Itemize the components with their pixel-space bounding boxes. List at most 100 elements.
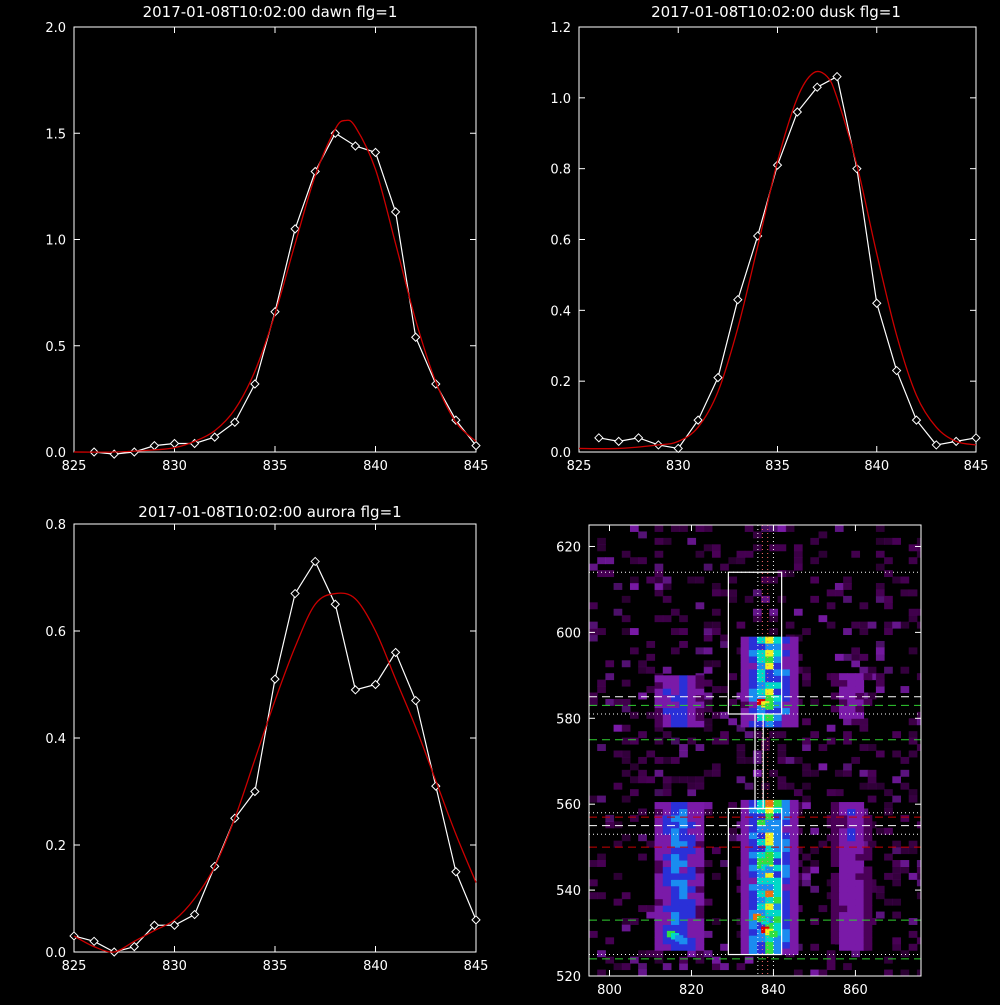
emission-pixel [654,688,664,696]
emission-pixel [757,825,766,833]
noise-pixel [613,872,623,880]
noise-pixel [916,879,921,887]
noise-pixel [654,737,664,745]
noise-pixel [720,737,729,745]
emission-pixel [781,857,791,865]
emission-pixel [781,713,791,721]
emission-pixel [773,825,783,833]
noise-pixel [646,776,656,784]
emission-pixel [830,821,840,829]
emission-pixel [740,819,750,827]
emission-pixel [654,707,664,715]
data-point-diamond [971,433,981,443]
noise-pixel [703,666,713,674]
noise-pixel [916,872,921,880]
emission-pixel [855,692,865,700]
emission-pixel [695,937,705,945]
noise-pixel [900,666,910,674]
aurora-spectrum-panel: 2017-01-08T10:02:00 aurora flg=1 825 830 8… [45,503,488,974]
emission-pixel [773,844,783,852]
emission-pixel [757,720,766,728]
noise-pixel [646,666,656,674]
emission-pixel [748,935,758,943]
noise-pixel [728,576,738,584]
emission-pixel [740,701,750,709]
emission-pixel [687,847,697,855]
noise-pixel [867,621,877,629]
noise-pixel [646,750,656,758]
spectrogram-image-panel: 800 820 840 860 520 540 560 580 600 620 [556,524,922,998]
noise-pixel [810,595,820,603]
data-point-diamond [891,365,902,376]
noise-pixel [728,827,738,835]
emission-pixel [670,898,680,906]
emission-pixel [773,694,783,702]
emission-pixel [757,844,766,852]
emission-pixel [687,924,697,932]
emission-pixel [679,707,688,715]
noise-pixel [802,795,811,803]
emission-pixel [748,844,758,852]
noise-pixel [654,956,664,964]
noise-pixel [892,847,902,855]
noise-pixel [703,525,713,532]
emission-pixel [855,840,865,848]
emission-pixel [679,872,688,880]
emission-pixel [757,681,766,689]
noise-pixel [793,544,803,552]
emission-pixel [847,924,856,932]
noise-pixel [629,763,639,771]
noise-pixel [736,756,746,764]
emission-pixel [757,877,766,885]
emission-pixel [781,877,791,885]
emission-pixel [773,864,783,872]
emission-pixel [695,720,705,728]
noise-pixel [875,525,885,532]
emission-pixel [679,905,688,913]
emission-pixel [855,711,865,719]
noise-pixel [638,531,647,539]
emission-pixel [670,872,680,880]
emission-pixel [781,819,791,827]
emission-pixel [789,915,799,923]
emission-pixel [830,879,840,887]
emission-pixel [679,885,688,893]
x-tick-label: 845 [464,959,489,974]
emission-pixel [830,808,840,816]
emission-pixel [679,814,688,822]
emission-pixel [695,834,705,842]
noise-pixel [834,589,844,597]
emission-pixel [654,860,664,867]
noise-pixel [597,969,606,976]
noise-pixel [908,789,918,797]
emission-pixel [847,860,856,867]
emission-pixel [789,668,799,676]
emission-pixel [839,834,848,842]
noise-pixel [793,756,803,764]
noise-pixel [916,621,921,629]
noise-pixel [843,963,852,971]
emission-pixel [765,662,774,670]
noise-pixel [810,860,820,867]
noise-pixel [867,692,877,700]
noise-pixel [916,892,921,900]
emission-pixel [654,834,664,842]
emission-pixel [847,821,856,829]
noise-pixel [744,550,754,558]
noise-pixel [597,853,606,861]
x-tick-label: 860 [843,983,868,998]
emission-pixel [830,827,840,835]
emission-pixel [757,902,766,910]
noise-pixel [711,550,721,558]
data-point-diamond [832,71,842,82]
noise-pixel [900,782,910,790]
noise-pixel [859,724,869,732]
emission-pixel [765,922,774,930]
noise-pixel [777,731,787,739]
emission-pixel [765,688,774,696]
emission-pixel [662,827,672,835]
noise-pixel [875,750,885,758]
emission-pixel [765,812,774,820]
noise-pixel [621,918,631,925]
noise-pixel [638,834,647,842]
